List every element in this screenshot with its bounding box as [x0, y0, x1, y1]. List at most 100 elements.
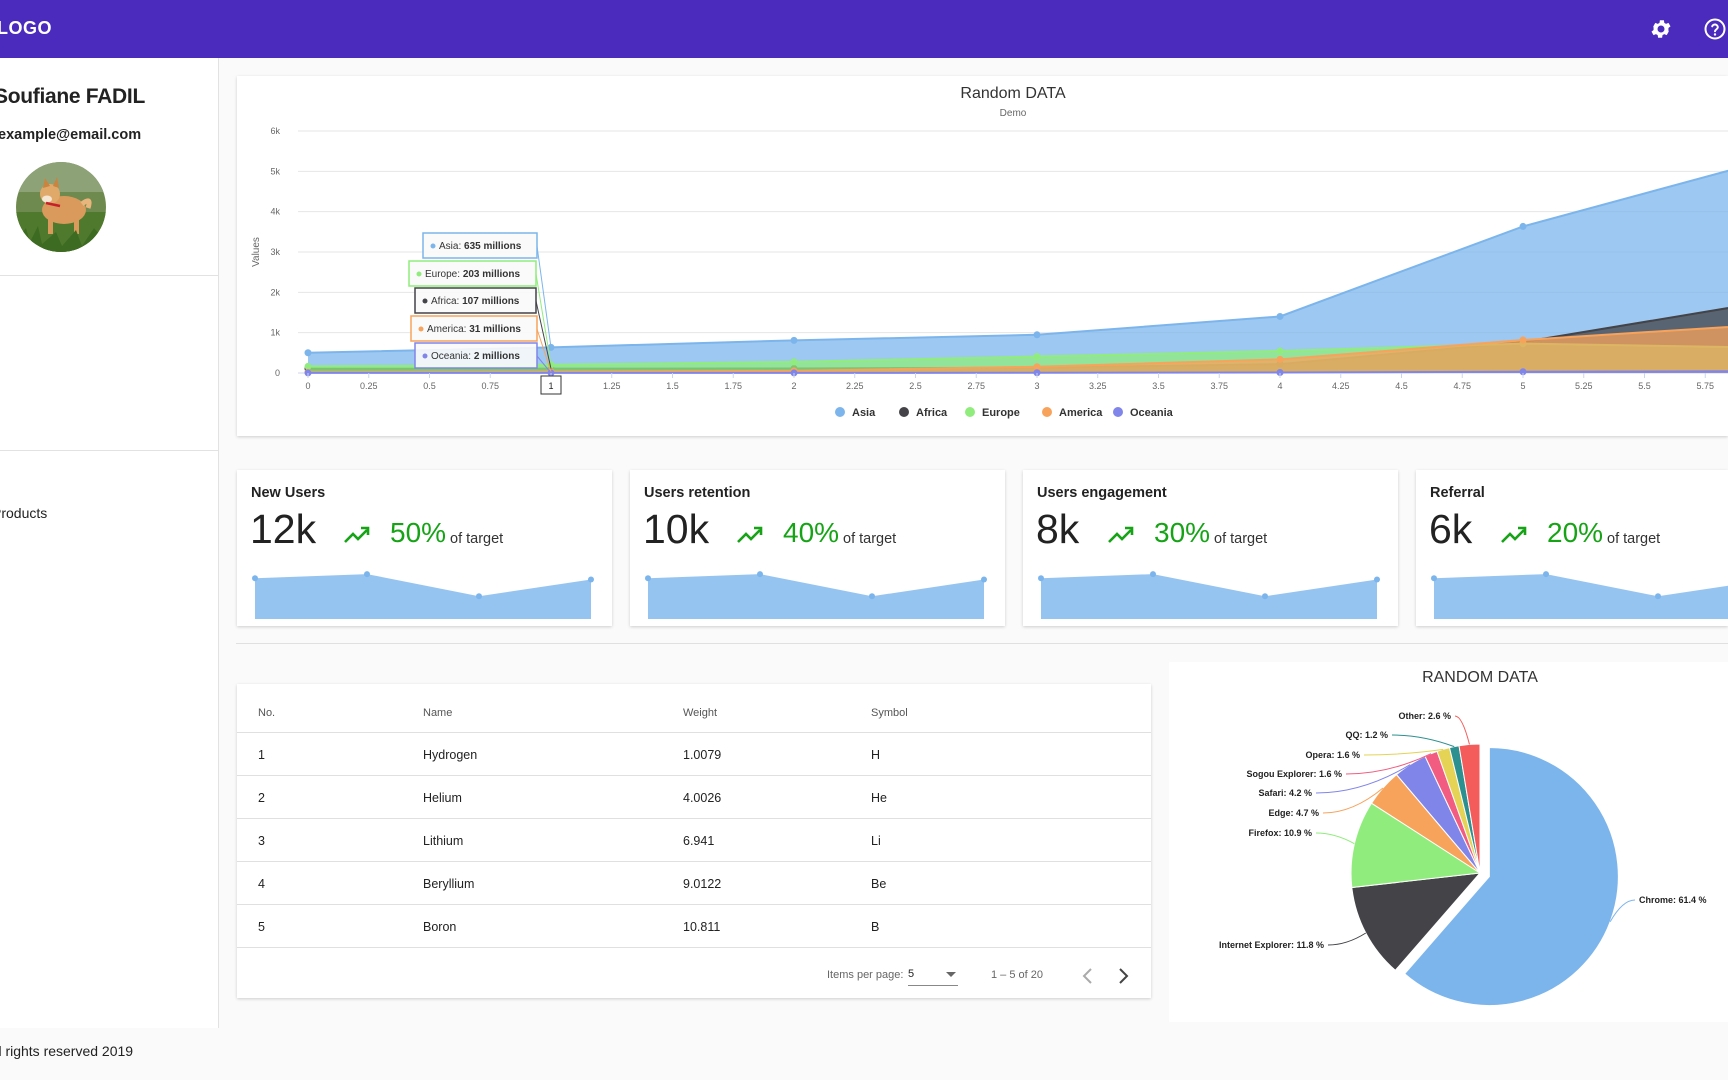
- crosshair-x-label: 1: [548, 381, 553, 391]
- cell-symbol: He: [871, 791, 887, 805]
- chevron-right-icon[interactable]: [1116, 967, 1130, 985]
- sparkline-point: [1431, 575, 1437, 582]
- pie-connector: [1391, 734, 1455, 748]
- trending-up-icon: [1108, 525, 1134, 545]
- kpi-percent: 40%: [783, 517, 840, 548]
- pie-label: Other: 2.6 %: [1398, 711, 1451, 721]
- items-per-page-value: 5: [908, 968, 915, 980]
- y-tick-label: 3k: [270, 247, 280, 257]
- table-row[interactable]: 3 Lithium 6.941 Li: [237, 818, 1151, 861]
- sparkline-area: [255, 574, 591, 619]
- avatar[interactable]: [16, 162, 106, 252]
- x-tick-label: 4.25: [1332, 381, 1350, 391]
- cell-weight: 4.0026: [683, 791, 722, 805]
- cell-weight: 6.941: [683, 834, 715, 848]
- pie-connector: [1315, 832, 1355, 845]
- sparkline-point: [1655, 593, 1661, 600]
- pie-label: QQ: 1.2 %: [1345, 730, 1388, 740]
- pie-chart: RANDOM DATA Chrome: 61.4 % Internet Explor…: [1219, 669, 1707, 1006]
- tooltip-dot: [430, 243, 436, 249]
- data-point: [1276, 355, 1284, 363]
- sparkline-point: [588, 576, 594, 583]
- items-per-page-select[interactable]: 5: [908, 968, 958, 986]
- cell-weight: 10.811: [683, 920, 721, 934]
- table-row[interactable]: 5 Boron 10.811 B: [237, 904, 1151, 947]
- column-header-symbol[interactable]: Symbol: [871, 707, 908, 719]
- tooltip-box: [414, 342, 538, 369]
- area-series-asia: [308, 170, 1728, 373]
- pie-slice-other: [1458, 743, 1481, 874]
- tooltip-text: Africa: 107 millions: [431, 296, 520, 307]
- kpi-target-label: of target: [1214, 531, 1268, 547]
- cell-number: 4: [258, 877, 265, 891]
- x-tick-label: 3.25: [1089, 381, 1107, 391]
- chart-subtitle: Demo: [1000, 108, 1027, 119]
- cell-weight: 1.0079: [683, 748, 722, 762]
- data-point: [1519, 336, 1527, 344]
- cell-name: Boron: [423, 920, 457, 934]
- footer-text: All rights reserved 2019: [0, 1043, 134, 1059]
- tooltip-connector: [535, 300, 552, 369]
- kpi-sparkline: [1431, 571, 1728, 619]
- kpi-sparkline: [1038, 571, 1380, 619]
- kpi-card: New Users 12k 50% of target: [237, 470, 612, 626]
- x-tick-label: 1.25: [603, 381, 621, 391]
- x-tick-label: 2.75: [967, 381, 985, 391]
- column-header-weight[interactable]: Weight: [683, 707, 718, 719]
- page-range-label: 1 – 5 of 20: [991, 969, 1043, 981]
- data-point: [1033, 353, 1041, 361]
- sidebar: Soufiane FADIL example@email.com Product…: [0, 58, 219, 1028]
- sparkline-point: [1543, 571, 1549, 578]
- kpi-title: New Users: [251, 485, 326, 501]
- cell-number: 5: [258, 920, 265, 934]
- kpi-card: Users engagement 8k 30% of target: [1023, 470, 1398, 626]
- sparkline-point: [252, 575, 258, 582]
- pie-label: Safari: 4.2 %: [1258, 788, 1312, 798]
- sparkline-point: [1374, 576, 1380, 583]
- column-header-name[interactable]: Name: [423, 707, 453, 719]
- sidebar-item-products[interactable]: Products: [0, 505, 48, 521]
- chevron-left-icon[interactable]: [1081, 967, 1095, 985]
- gear-icon[interactable]: [1649, 17, 1673, 41]
- cell-name: Lithium: [423, 834, 464, 848]
- column-header-number[interactable]: No.: [258, 707, 276, 719]
- user-email: example@email.com: [0, 127, 142, 143]
- items-per-page-label: Items per page:: [827, 969, 904, 981]
- pie-label: Edge: 4.7 %: [1268, 808, 1319, 818]
- data-point: [790, 369, 798, 377]
- tooltip-dot: [416, 271, 422, 277]
- sparkline-point: [1150, 571, 1156, 578]
- pie-label: Firefox: 10.9 %: [1248, 828, 1312, 838]
- logo[interactable]: LOGO: [0, 18, 52, 38]
- x-tick-label: 3.75: [1210, 381, 1228, 391]
- legend-item-europe: Europe: [982, 407, 1020, 419]
- kpi-percent: 30%: [1154, 517, 1211, 548]
- table-row[interactable]: 1 Hydrogen 1.0079 H: [237, 732, 1151, 775]
- sparkline-point: [1262, 593, 1268, 600]
- tooltip-text: Asia: 635 millions: [439, 241, 522, 252]
- help-circle-icon[interactable]: [1703, 17, 1727, 41]
- cell-number: 1: [258, 748, 265, 762]
- table-row[interactable]: 2 Helium 4.0026 He: [237, 775, 1151, 818]
- legend-marker-europe: [965, 407, 975, 417]
- chart-title: Random DATA: [960, 85, 1066, 102]
- y-tick-label: 2k: [270, 287, 280, 297]
- pie-connector: [1327, 932, 1367, 946]
- kpi-title: Referral: [1430, 485, 1485, 501]
- area-chart-card: Random DATA Demo Values 0 1k 2k 3k 4k 5k 6k 0 0.25 0…: [237, 76, 1728, 436]
- crosshair-x-label-box: [540, 375, 562, 395]
- data-point: [304, 369, 312, 377]
- legend-marker-oceania: [1113, 407, 1123, 417]
- kpi-target-label: of target: [843, 531, 897, 547]
- pie-label: Sogou Explorer: 1.6 %: [1246, 769, 1342, 779]
- legend-marker-america: [1042, 407, 1052, 417]
- tooltip-connector: [535, 273, 552, 365]
- top-app-bar: LOGO: [0, 0, 1728, 58]
- data-point: [790, 358, 798, 366]
- kpi-target-label: of target: [1607, 531, 1661, 547]
- pie-connector: [1454, 715, 1470, 745]
- cell-symbol: Li: [871, 834, 881, 848]
- pie-label: Chrome: 61.4 %: [1639, 895, 1707, 905]
- table-row[interactable]: 4 Beryllium 9.0122 Be: [237, 861, 1151, 904]
- x-tick-label: 1.75: [724, 381, 742, 391]
